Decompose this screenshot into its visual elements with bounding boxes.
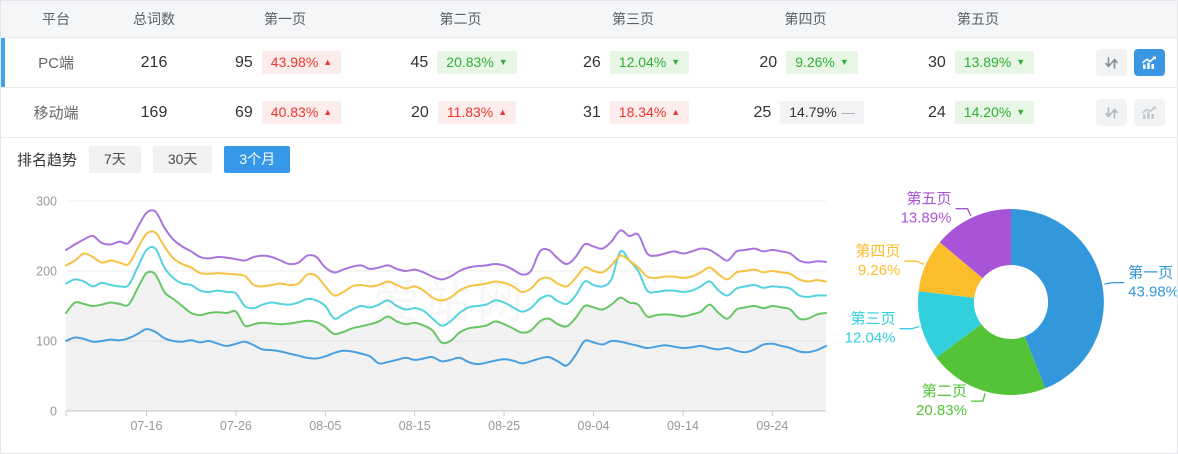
svg-text:100: 100 — [36, 335, 57, 349]
trend-chart-button[interactable] — [1134, 49, 1165, 76]
svg-text:12.04%: 12.04% — [845, 330, 896, 347]
page4-pct-badge: 9.26% ▼ — [786, 51, 858, 74]
charts-row: 0 100 200 300 07-16 07-26 08-05 08-15 08-25 09-04… — [1, 180, 1178, 453]
page5-pct-badge: 13.89% ▼ — [954, 51, 1035, 74]
svg-text:13.89%: 13.89% — [901, 210, 952, 227]
page5-count: 24 — [928, 103, 946, 121]
sort-button[interactable] — [1096, 99, 1127, 126]
page1-cell: 69 40.83% ▲ — [197, 101, 373, 124]
trend-toolbar: 排名趋势 7天 30天 3个月 — [1, 138, 1177, 180]
page4-cell: 25 14.79% — — [718, 101, 893, 124]
sort-arrows-icon — [1105, 56, 1118, 69]
page2-cell: 20 11.83% ▲ — [373, 101, 548, 124]
svg-text:07-16: 07-16 — [130, 419, 162, 433]
header-page5: 第五页 — [957, 11, 999, 27]
page2-pct-badge: 11.83% ▲ — [437, 101, 517, 124]
page3-cell: 26 12.04% ▼ — [548, 51, 718, 74]
table-row-pc[interactable]: PC端 216 95 43.98% ▲ 45 20.83% ▼ 26 12.04% ▼… — [1, 38, 1177, 88]
page2-count: 45 — [410, 53, 429, 71]
header-platform: 平台 — [42, 11, 70, 27]
sort-button[interactable] — [1096, 49, 1127, 76]
page3-count: 26 — [583, 53, 601, 71]
page4-cell: 20 9.26% ▼ — [718, 51, 893, 74]
svg-text:08-25: 08-25 — [488, 419, 520, 433]
svg-text:09-24: 09-24 — [756, 419, 788, 433]
tab-7days[interactable]: 7天 — [89, 145, 141, 173]
flat-dash-icon: — — [841, 104, 855, 120]
svg-text:第一页: 第一页 — [1128, 264, 1173, 282]
trend-chart-icon — [1142, 106, 1156, 119]
svg-text:第二页: 第二页 — [922, 382, 967, 400]
svg-text:300: 300 — [36, 195, 57, 209]
sort-arrows-icon — [1105, 106, 1118, 119]
down-triangle-icon: ▼ — [1016, 57, 1026, 67]
page-share-donut-chart[interactable]: 第一页 43.98% 第二页 20.83% 第三页 12.04% 第四页 9.26% 第五页 13… — [831, 180, 1178, 453]
trend-title: 排名趋势 — [17, 151, 78, 169]
page2-count: 20 — [411, 103, 429, 121]
table-header-row: 平台 总词数 第一页 第二页 第三页 第四页 第五页 — [1, 1, 1177, 38]
total-words-value: 216 — [140, 53, 168, 71]
page3-pct-badge: 12.04% ▼ — [609, 51, 690, 74]
tab-3months[interactable]: 3个月 — [224, 145, 291, 173]
rank-table: 平台 总词数 第一页 第二页 第三页 第四页 第五页 PC端 216 95 43… — [1, 1, 1177, 138]
svg-text:9.26%: 9.26% — [858, 262, 901, 279]
selected-row-indicator — [1, 38, 5, 87]
down-triangle-icon: ▼ — [1016, 107, 1026, 117]
svg-text:09-04: 09-04 — [578, 419, 610, 433]
down-triangle-icon: ▼ — [498, 57, 508, 67]
page5-count: 30 — [928, 53, 946, 71]
svg-text:08-05: 08-05 — [309, 419, 341, 433]
page1-pct-badge: 43.98% ▲ — [261, 51, 342, 74]
svg-text:43.98%: 43.98% — [1128, 284, 1178, 301]
page5-cell: 24 14.20% ▼ — [893, 101, 1063, 124]
trend-chart-button[interactable] — [1134, 99, 1165, 126]
page1-cell: 95 43.98% ▲ — [197, 51, 373, 74]
svg-text:09-14: 09-14 — [667, 419, 699, 433]
svg-text:0: 0 — [50, 405, 57, 419]
page3-pct-badge: 18.34% ▲ — [609, 101, 690, 124]
platform-label: 移动端 — [33, 105, 79, 122]
page1-count: 95 — [235, 53, 253, 71]
svg-text:第四页: 第四页 — [855, 242, 900, 260]
header-page1: 第一页 — [264, 11, 306, 27]
svg-text:第三页: 第三页 — [850, 310, 895, 328]
page2-pct-badge: 20.83% ▼ — [437, 51, 517, 74]
up-triangle-icon: ▲ — [323, 57, 333, 67]
header-total: 总词数 — [133, 11, 175, 27]
total-words-value: 169 — [140, 103, 168, 121]
page1-count: 69 — [235, 103, 253, 121]
svg-text:07-26: 07-26 — [220, 419, 252, 433]
up-triangle-icon: ▲ — [498, 107, 508, 117]
svg-text:20.83%: 20.83% — [916, 402, 967, 419]
header-page4: 第四页 — [784, 11, 827, 27]
page5-cell: 30 13.89% ▼ — [893, 51, 1063, 74]
down-triangle-icon: ▼ — [839, 57, 849, 67]
header-page3: 第三页 — [612, 11, 654, 27]
row-actions — [1063, 49, 1177, 76]
rank-trend-line-chart[interactable]: 0 100 200 300 07-16 07-26 08-05 08-15 08-25 09-04… — [1, 180, 831, 453]
trend-chart-icon — [1142, 56, 1156, 69]
platform-label: PC端 — [38, 55, 74, 72]
page5-pct-badge: 14.20% ▼ — [954, 101, 1035, 124]
table-row-mobile[interactable]: 移动端 169 69 40.83% ▲ 20 11.83% ▲ 31 18.34% ▲… — [1, 88, 1177, 138]
page3-count: 31 — [583, 103, 601, 121]
page4-pct-badge: 14.79% — — [780, 101, 864, 124]
page3-cell: 31 18.34% ▲ — [548, 101, 718, 124]
page4-count: 20 — [759, 53, 778, 71]
down-triangle-icon: ▼ — [671, 57, 681, 67]
page2-cell: 45 20.83% ▼ — [373, 51, 548, 74]
page4-count: 25 — [753, 103, 772, 121]
up-triangle-icon: ▲ — [671, 107, 681, 117]
up-triangle-icon: ▲ — [323, 107, 333, 117]
svg-text:200: 200 — [36, 265, 57, 279]
tab-30days[interactable]: 30天 — [152, 145, 213, 173]
svg-text:08-15: 08-15 — [399, 419, 431, 433]
svg-text:第五页: 第五页 — [906, 190, 951, 208]
row-actions — [1063, 99, 1177, 126]
header-page2: 第二页 — [439, 11, 482, 27]
page1-pct-badge: 40.83% ▲ — [261, 101, 342, 124]
